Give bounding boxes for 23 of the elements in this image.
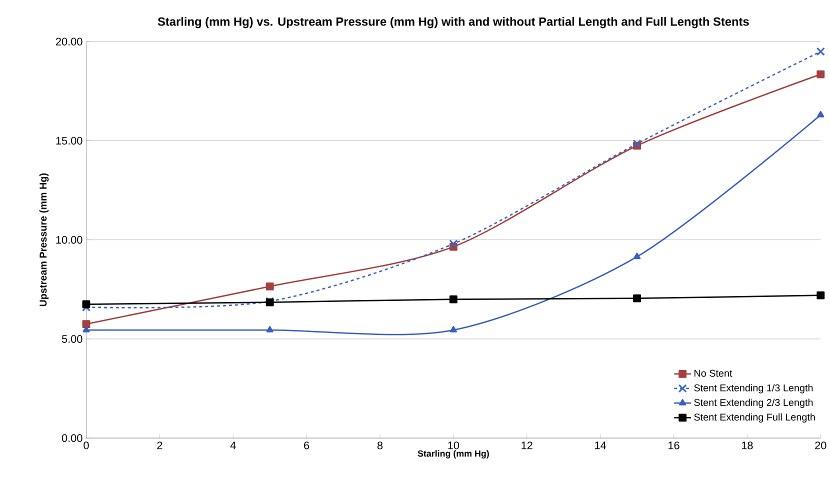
y-tick-label: 20.00 <box>56 38 82 46</box>
x-tick-label: 18 <box>742 442 753 450</box>
y-tick-label: 0.00 <box>62 434 82 442</box>
x-tick-label: 16 <box>668 442 680 450</box>
x-tick-label: 10 <box>448 442 460 450</box>
x-tick-label: 4 <box>230 442 236 450</box>
y-tick-label: 15.00 <box>56 137 82 145</box>
legend-label: Stent Extending 1/3 Length <box>694 384 813 394</box>
legend-label: Stent Extending Full Length <box>694 413 815 423</box>
x-tick-label: 20 <box>815 442 826 450</box>
chart-title: Starling (mm Hg) vs. Upstream Pressure (mm Hg) with and without Partial Length and Full Length Stents <box>158 17 749 28</box>
x-tick-label: 0 <box>84 442 89 450</box>
y-tick-label: 10.00 <box>56 236 82 244</box>
y-tick-label: 5.00 <box>62 335 82 343</box>
x-tick-label: 8 <box>377 442 383 450</box>
legend-label: No Stent <box>694 370 732 377</box>
x-axis-title: Starling (mm Hg) <box>418 450 489 459</box>
x-tick-label: 6 <box>304 442 310 450</box>
legend-label: Stent Extending 2/3 Length <box>694 398 813 408</box>
y-axis-title: Upstream Pressure (mm Hg) <box>39 174 49 306</box>
x-tick-label: 2 <box>157 442 162 450</box>
x-tick-label: 14 <box>595 442 606 450</box>
x-tick-label: 12 <box>522 442 532 450</box>
